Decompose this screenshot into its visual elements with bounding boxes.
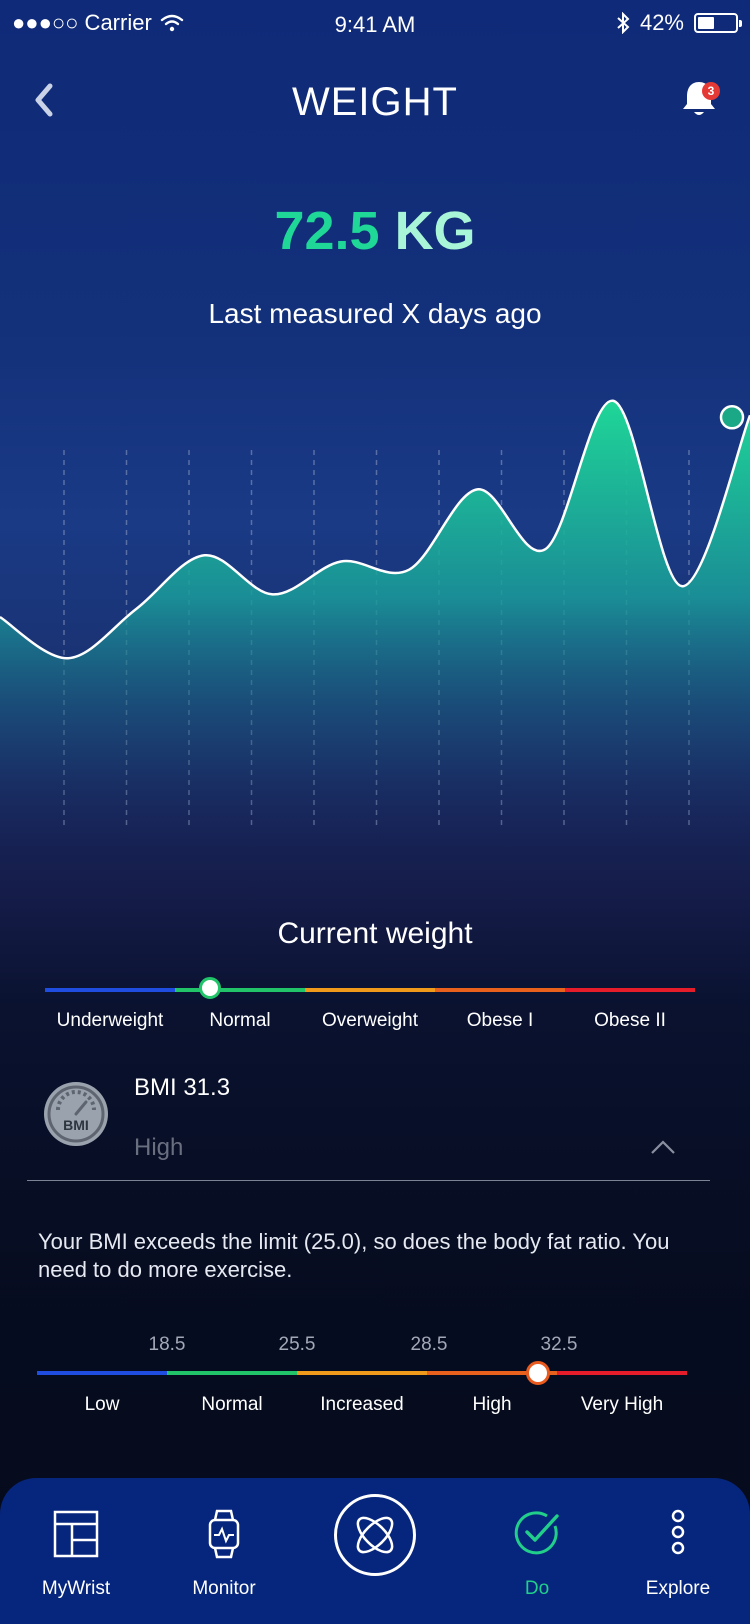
bar-segment	[175, 988, 305, 992]
chart-point-latest	[719, 405, 745, 430]
carrier-signal: ●●●○○ Carrier	[12, 10, 184, 36]
bmi-threshold: 28.5	[410, 1334, 448, 1355]
bmi-title: BMI 31.3	[134, 1074, 231, 1101]
bar-segment	[167, 1371, 297, 1375]
weight-value: 72.5 KG	[0, 200, 750, 262]
center-action-icon	[356, 1516, 394, 1554]
battery-icon	[694, 13, 742, 33]
current-weight-title: Current weight	[277, 917, 473, 950]
center-action-button[interactable]	[334, 1494, 416, 1576]
bar-segment	[37, 1371, 167, 1375]
bluetooth-icon	[617, 12, 630, 34]
tab-bar: MyWrist Monitor Do Explore	[0, 1478, 750, 1624]
back-icon[interactable]	[24, 76, 64, 124]
tab-label: Monitor	[192, 1578, 256, 1599]
bmi-scale-bar	[37, 1371, 687, 1375]
tab-mywrist[interactable]: MyWrist	[16, 1478, 136, 1624]
bar-segment	[427, 1371, 557, 1375]
bmi-threshold: 18.5	[148, 1334, 186, 1355]
check-circle-icon	[514, 1511, 559, 1555]
status-right: 42%	[616, 10, 742, 36]
carrier-label: ●●●○○ Carrier	[12, 10, 152, 35]
weight-number: 72.5	[274, 201, 380, 261]
weight-category-labels: Underweight Normal Overweight Obese I Ob…	[45, 1010, 695, 1032]
tab-monitor[interactable]: Monitor	[164, 1478, 284, 1624]
tab-explore[interactable]: Explore	[618, 1478, 738, 1624]
category-overweight: Overweight	[321, 1010, 419, 1031]
tab-label: Explore	[645, 1578, 711, 1599]
bmi-description: Your BMI exceeds the limit (25.0), so do…	[38, 1229, 670, 1282]
bar-segment	[557, 1371, 687, 1375]
bmi-threshold: 32.5	[540, 1334, 578, 1355]
bar-segment	[45, 988, 175, 992]
notifications-button[interactable]: 3	[676, 76, 722, 122]
weight-unit: KG	[394, 201, 476, 261]
bmi-level-normal: Normal	[201, 1394, 263, 1415]
weight-category-marker	[199, 977, 221, 999]
chart-area	[0, 400, 750, 840]
battery-percent: 42%	[639, 10, 684, 35]
tab-do[interactable]: Do	[477, 1478, 597, 1624]
last-measured: Last measured X days ago	[208, 298, 542, 329]
bar-segment	[305, 988, 435, 992]
tab-label: MyWrist	[41, 1578, 111, 1599]
bar-segment	[435, 988, 565, 992]
clock: 9:41 AM	[334, 12, 416, 37]
wifi-icon	[160, 14, 183, 32]
bmi-level: High	[134, 1134, 184, 1161]
bmi-level-high: High	[472, 1394, 512, 1415]
page-title: WEIGHT	[292, 80, 458, 124]
chevron-up-icon[interactable]	[648, 1138, 678, 1156]
bar-segment	[297, 1371, 427, 1375]
category-obese-2: Obese II	[594, 1010, 666, 1031]
tab-label: Do	[524, 1578, 550, 1599]
bmi-gauge-icon: BMI	[44, 1082, 108, 1146]
dashboard-icon	[53, 1510, 99, 1558]
chart-line	[0, 399, 750, 660]
bmi-thresholds: 18.5 25.5 28.5 32.5	[0, 1334, 750, 1364]
bmi-level-very-high: Very High	[580, 1394, 664, 1415]
watch-icon	[208, 1509, 240, 1559]
bar-segment	[565, 988, 695, 992]
bmi-level-low: Low	[84, 1394, 120, 1415]
bmi-level-increased: Increased	[320, 1394, 404, 1415]
weight-chart	[0, 399, 750, 840]
bmi-level-labels: Low Normal Increased High Very High	[37, 1394, 687, 1416]
gauge-icon: BMI	[47, 1085, 105, 1143]
status-bar: ●●●○○ Carrier 9:41 AM 42%	[0, 0, 750, 46]
notification-badge: 3	[702, 82, 720, 100]
bmi-marker	[526, 1361, 550, 1385]
category-obese-1: Obese I	[466, 1010, 534, 1031]
category-normal: Normal	[209, 1010, 271, 1031]
weight-category-bar	[45, 988, 695, 992]
category-underweight: Underweight	[56, 1010, 164, 1031]
more-vertical-icon	[671, 1509, 685, 1555]
bmi-threshold: 25.5	[278, 1334, 316, 1355]
bmi-icon-label: BMI	[63, 1117, 89, 1133]
divider	[27, 1180, 710, 1181]
